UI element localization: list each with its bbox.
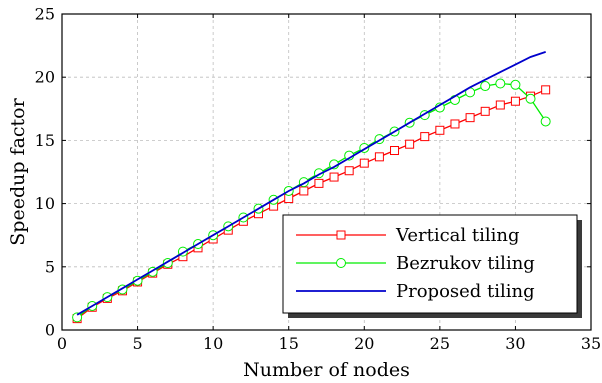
tick-labels: 0 5 10 15 20 25 30 35 0 5 10 15 20 25 — [35, 5, 602, 354]
y-tick-label: 0 — [45, 321, 55, 340]
series-layer — [72, 51, 551, 324]
x-tick-label: 25 — [430, 334, 450, 353]
legend-swatch-marker — [336, 230, 346, 240]
data-point — [390, 146, 400, 156]
legend-item-vertical-tiling: Vertical tiling — [296, 225, 520, 246]
legend-label: Vertical tiling — [395, 225, 520, 246]
x-tick-label: 30 — [505, 334, 525, 353]
data-point — [465, 113, 475, 123]
y-tick-label: 5 — [45, 257, 55, 276]
legend-box — [282, 214, 578, 314]
data-point — [510, 96, 520, 106]
y-tick-label: 20 — [35, 68, 55, 87]
legend-label: Bezrukov tiling — [396, 253, 535, 274]
y-tick-label: 15 — [35, 131, 55, 150]
data-point — [420, 132, 430, 142]
data-point — [72, 312, 83, 323]
x-axis-label: Number of nodes — [243, 359, 410, 381]
axis-ticks — [61, 13, 592, 331]
data-point — [540, 116, 551, 127]
data-point — [359, 158, 369, 168]
data-point — [510, 79, 521, 90]
data-point — [525, 93, 536, 104]
y-tick-label: 25 — [35, 5, 55, 24]
data-point — [299, 186, 309, 196]
legend-item-bezrukov-tiling: Bezrukov tiling — [296, 253, 535, 274]
x-tick-label: 0 — [57, 334, 67, 353]
x-tick-label: 35 — [581, 334, 601, 353]
data-point — [450, 119, 460, 129]
x-tick-label: 5 — [132, 334, 142, 353]
legend: Vertical tiling Bezrukov tiling Proposed t… — [282, 214, 582, 318]
data-point — [480, 106, 490, 116]
x-tick-label: 15 — [279, 334, 299, 353]
data-point — [374, 152, 384, 162]
data-point — [344, 166, 354, 176]
data-point — [435, 125, 445, 135]
data-point — [314, 178, 324, 188]
legend-item-proposed-tiling: Proposed tiling — [296, 281, 535, 302]
series-proposed-tiling — [76, 51, 546, 316]
data-point — [495, 78, 506, 89]
series-line — [76, 51, 546, 316]
data-point — [495, 100, 505, 110]
x-tick-label: 20 — [354, 334, 374, 353]
data-point — [405, 139, 415, 149]
y-axis-label: Speedup factor — [7, 97, 29, 245]
data-point — [329, 172, 339, 182]
y-tick-label: 10 — [35, 194, 55, 213]
legend-swatch-marker — [336, 258, 346, 268]
data-point — [541, 85, 551, 95]
plot-frame — [61, 13, 592, 331]
x-tick-label: 10 — [203, 334, 223, 353]
legend-label: Proposed tiling — [396, 281, 535, 302]
data-point — [480, 81, 491, 92]
